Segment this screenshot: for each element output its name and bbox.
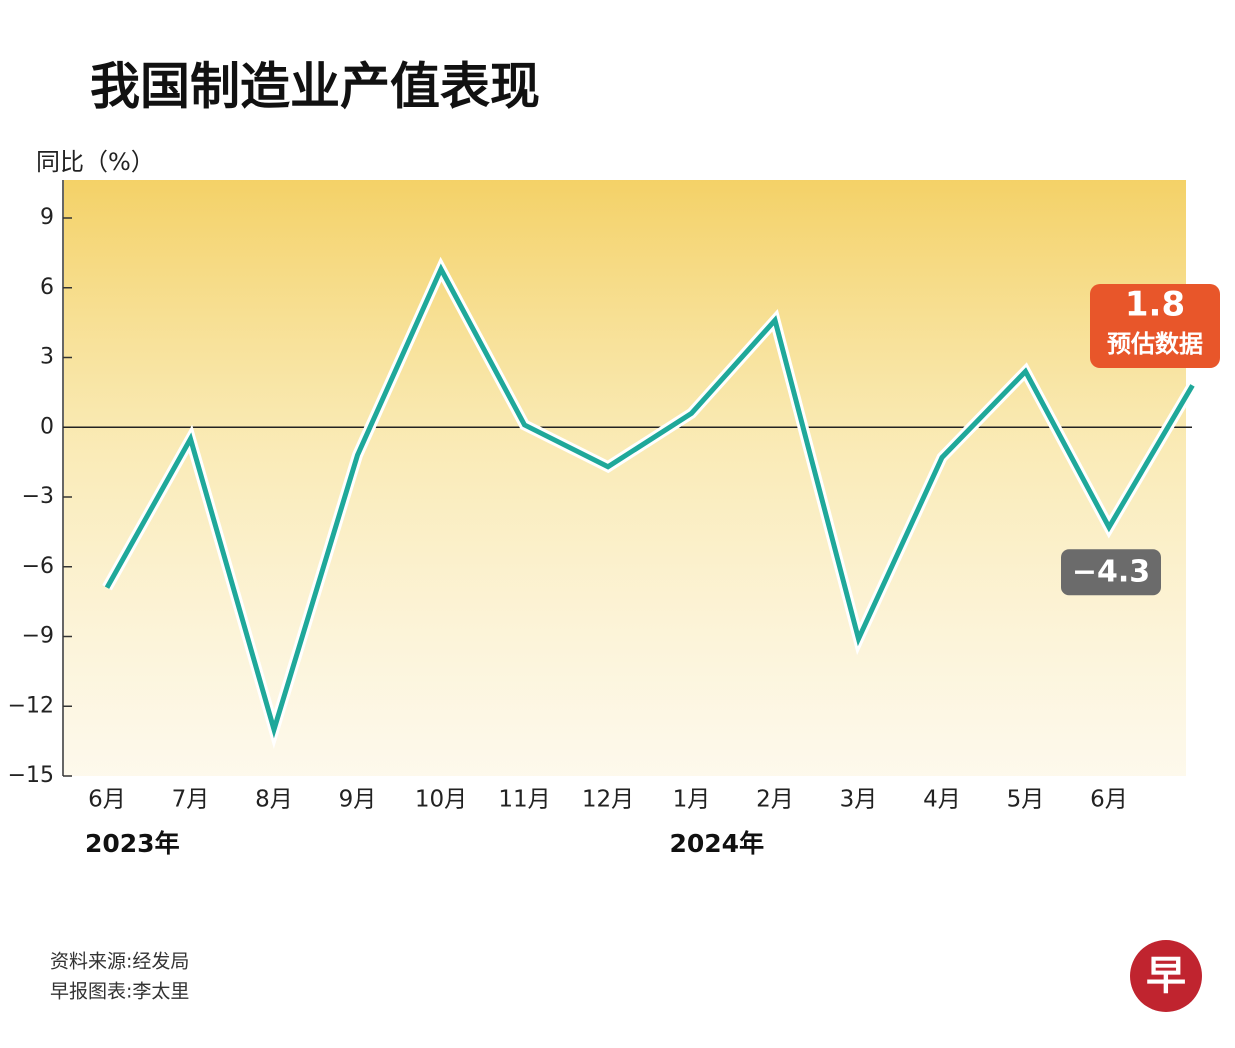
y-tick-label: 9 xyxy=(40,205,54,230)
x-tick-label: 10月 xyxy=(415,787,467,813)
x-tick-label: 12月 xyxy=(582,787,634,813)
y-tick-label: 0 xyxy=(40,414,54,439)
background-photo xyxy=(64,180,1186,776)
y-tick-label: 3 xyxy=(40,345,54,370)
x-tick-label: 6月 xyxy=(88,787,126,813)
logo: 早 xyxy=(1146,953,1186,999)
year-label: 2024年 xyxy=(670,829,765,858)
x-tick-label: 3月 xyxy=(840,787,878,813)
y-tick-label: −6 xyxy=(22,554,54,579)
year-label: 2023年 xyxy=(85,829,180,858)
value-label: −4.3 xyxy=(1072,555,1150,590)
credit: 早报图表:李太里 xyxy=(50,981,189,1003)
y-tick-label: 6 xyxy=(40,275,54,300)
y-tick-label: −15 xyxy=(8,763,54,788)
value-label: 1.8 xyxy=(1125,285,1185,325)
x-tick-label: 4月 xyxy=(923,787,961,813)
y-tick-label: −9 xyxy=(22,624,54,649)
x-tick-label: 2月 xyxy=(756,787,794,813)
y-tick-label: −12 xyxy=(8,693,54,718)
x-tick-label: 8月 xyxy=(255,787,293,813)
source: 资料来源:经发局 xyxy=(50,951,189,973)
x-tick-label: 11月 xyxy=(498,787,550,813)
annotation: 预估数据 xyxy=(1107,330,1203,358)
x-tick-label: 7月 xyxy=(172,787,210,813)
line xyxy=(104,263,1195,739)
x-tick-label: 6月 xyxy=(1090,787,1128,813)
y-tick-label: −3 xyxy=(22,484,54,509)
label-box xyxy=(1090,284,1220,368)
x-tick-label: 1月 xyxy=(673,787,711,813)
logo-badge xyxy=(1130,940,1202,1012)
x-tick-label: 5月 xyxy=(1007,787,1045,813)
label-box xyxy=(1061,549,1161,596)
x-tick-label: 9月 xyxy=(339,787,377,813)
chart-title: 我国制造业产值表现 xyxy=(90,58,540,116)
y-axis-label: 同比（%） xyxy=(36,148,155,176)
